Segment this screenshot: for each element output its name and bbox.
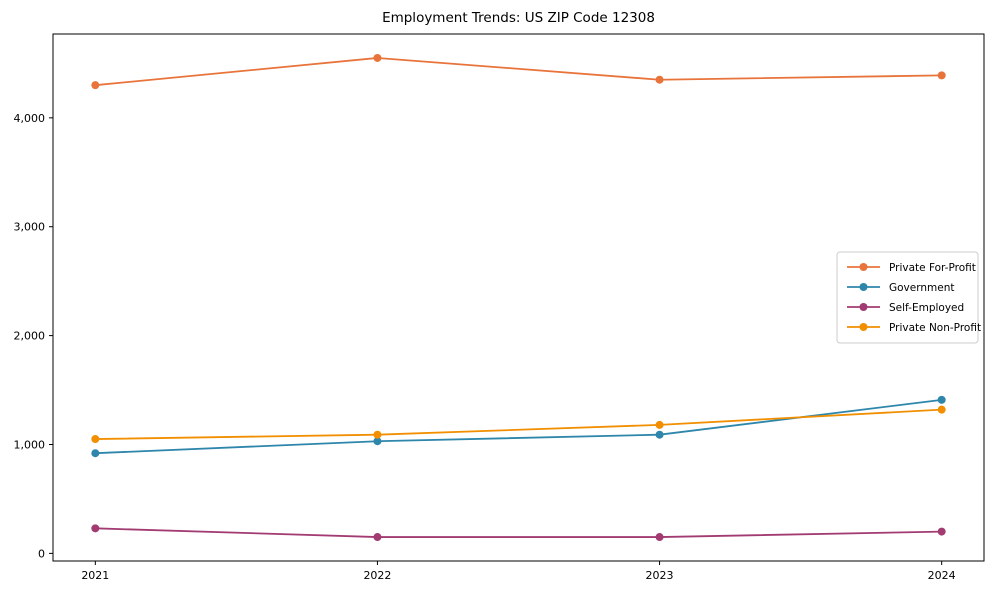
chart-title: Employment Trends: US ZIP Code 12308 (382, 10, 655, 26)
data-point-marker-government (655, 430, 664, 439)
data-point-marker-private-for-profit (373, 53, 382, 62)
data-point-marker-private-for-profit (91, 81, 100, 90)
data-point-marker-private-non-profit (91, 435, 100, 444)
x-axis-tick-label: 2024 (928, 569, 956, 582)
axes-layer: 0 1,000 2,000 3,000 4,000 2021 2022 2023 2024 (14, 33, 985, 582)
legend-item-private-non-profit: Private Non-Profit (847, 322, 981, 334)
data-point-marker-self-employed (373, 533, 382, 542)
x-axis-tick-label: 2021 (81, 569, 109, 582)
data-point-marker-government (937, 395, 946, 404)
data-point-marker-private-non-profit (655, 420, 664, 429)
data-point-marker-private-non-profit (373, 430, 382, 439)
legend-label: Private Non-Profit (889, 322, 981, 334)
legend: Private For-Profit Government Self-Employe… (836, 251, 981, 344)
data-point-marker-government (91, 449, 100, 458)
data-point-marker-government (373, 437, 382, 446)
legend-label: Self-Employed (889, 302, 964, 314)
y-axis-tick-label: 0 (38, 547, 45, 560)
legend-label: Government (889, 282, 954, 294)
legend-box (836, 251, 979, 344)
series-line-self-employed (95, 527, 942, 538)
data-point-marker-private-for-profit (655, 75, 664, 84)
legend-marker (859, 283, 868, 291)
x-axis-tick-label: 2022 (363, 569, 391, 582)
x-axis-tick-label: 2023 (646, 569, 674, 582)
legend-item-government: Government (847, 282, 954, 294)
y-axis-tick-label: 4,000 (14, 112, 46, 125)
series-layer (91, 53, 946, 542)
legend-marker (859, 263, 868, 271)
plot-area-border (52, 33, 985, 562)
y-axis-tick-label: 2,000 (14, 330, 46, 343)
legend-marker (859, 303, 868, 311)
data-point-marker-self-employed (937, 527, 946, 536)
series-line-private-non-profit (95, 408, 942, 440)
series-line-private-for-profit (95, 57, 942, 87)
legend-label: Private For-Profit (889, 262, 976, 274)
data-point-marker-private-for-profit (937, 71, 946, 80)
data-point-marker-self-employed (655, 533, 664, 542)
data-point-marker-self-employed (91, 524, 100, 533)
legend-item-self-employed: Self-Employed (847, 302, 964, 314)
y-axis-tick-label: 1,000 (14, 438, 46, 451)
y-axis-tick-label: 3,000 (14, 221, 46, 234)
legend-marker (859, 323, 868, 331)
series-line-government (95, 398, 942, 455)
legend-item-private-for-profit: Private For-Profit (847, 262, 976, 274)
data-point-marker-private-non-profit (937, 405, 946, 414)
